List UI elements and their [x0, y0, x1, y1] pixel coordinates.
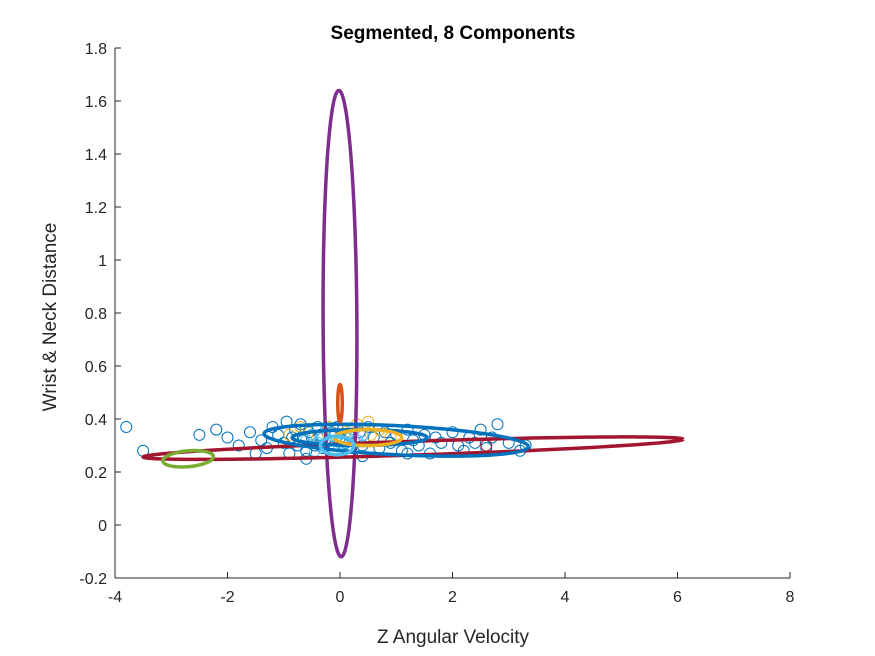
component-ellipse	[161, 448, 216, 469]
scatter-point	[120, 420, 133, 433]
y-tick-label: 1	[98, 253, 107, 270]
x-axis: -4 -2 0 2 4 6 8	[108, 572, 795, 606]
scatter-point	[244, 426, 256, 439]
scatter-point	[469, 436, 481, 449]
plot-area	[120, 88, 685, 559]
component-ellipse	[321, 88, 359, 559]
scatter-point	[221, 431, 234, 444]
y-tick-label: 1.4	[85, 147, 107, 164]
component-ellipse	[141, 435, 685, 462]
y-tick-label: 1.6	[85, 94, 107, 111]
scatter-point	[232, 439, 245, 452]
scatter-point	[491, 418, 504, 431]
y-tick-label: 1.8	[85, 41, 107, 58]
y-tick-label: 0	[98, 518, 107, 535]
x-axis-title: Z Angular Velocity	[377, 627, 530, 648]
x-tick-label: 2	[448, 589, 457, 606]
x-tick-label: 6	[673, 589, 682, 606]
scatter-point	[480, 439, 493, 452]
y-tick-label: 0.8	[85, 306, 107, 323]
component-ellipse	[318, 434, 356, 457]
y-axis: -0.2 0 0.2 0.4 0.6 0.8 1 1.2 1.4 1.6 1.8	[79, 41, 121, 588]
x-tick-label: 4	[561, 589, 570, 606]
scatter-point	[193, 428, 206, 441]
y-tick-label: 1.2	[85, 200, 107, 217]
scatter-point	[446, 426, 459, 439]
x-tick-label: 8	[786, 589, 795, 606]
scatter-point	[435, 436, 448, 449]
component-ellipse	[336, 382, 344, 424]
x-tick-label: -4	[108, 589, 122, 606]
scatter-point	[322, 420, 335, 433]
y-tick-label: 0.6	[85, 359, 107, 376]
y-tick-label: -0.2	[79, 571, 107, 588]
scatter-point	[474, 423, 487, 436]
scatter-point	[401, 423, 414, 436]
y-tick-label: 0.2	[85, 465, 107, 482]
component-ellipse	[262, 422, 531, 458]
scatter-point	[362, 420, 375, 433]
scatter-point	[362, 415, 375, 428]
y-axis-title: Wrist & Neck Distance	[40, 223, 61, 412]
x-tick-label: -2	[220, 589, 234, 606]
scatter-point	[305, 428, 318, 441]
scatter-point	[210, 423, 223, 436]
y-tick-label: 0.4	[85, 412, 107, 429]
chart-title: Segmented, 8 Components	[331, 23, 576, 44]
x-tick-label: 0	[336, 589, 345, 606]
